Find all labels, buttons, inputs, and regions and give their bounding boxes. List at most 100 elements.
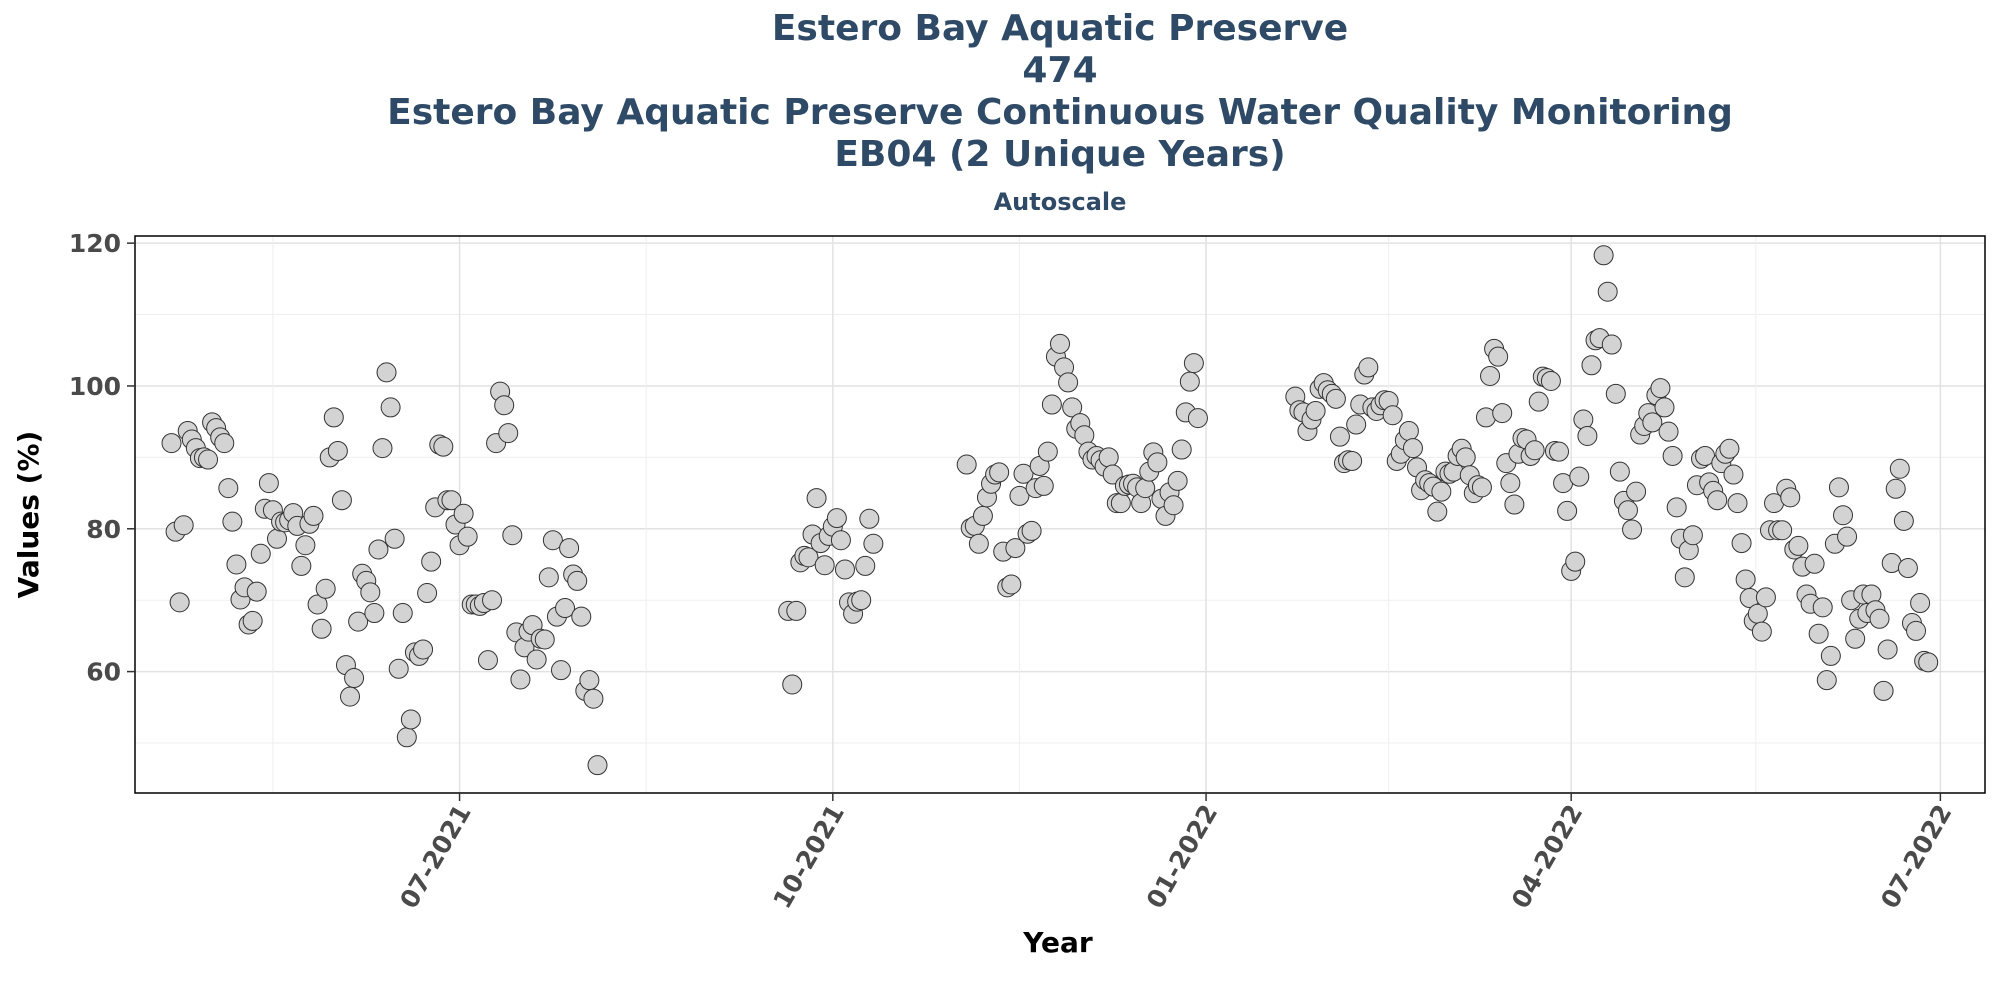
data-point [348, 611, 369, 632]
data-point [1565, 551, 1586, 572]
data-point [291, 555, 312, 576]
data-point [1163, 495, 1184, 516]
data-point [344, 668, 365, 689]
data-point [1183, 353, 1204, 374]
data-point [502, 525, 523, 546]
data-point [526, 649, 547, 670]
data-point [786, 600, 807, 621]
data-point [1110, 493, 1131, 514]
data-point [250, 543, 271, 564]
data-point [567, 570, 588, 591]
y-tick-label: 100 [69, 372, 121, 401]
data-point [579, 670, 600, 691]
data-point [1723, 464, 1744, 485]
data-point [1021, 520, 1042, 541]
data-point [571, 606, 592, 627]
x-tick-label: 10-2021 [768, 800, 850, 914]
data-point [1147, 452, 1168, 473]
data-point [1816, 670, 1837, 691]
data-point [494, 395, 515, 416]
data-point [1719, 438, 1740, 459]
data-point [1427, 501, 1448, 522]
data-point [782, 674, 803, 695]
data-point [1402, 438, 1423, 459]
x-tick-label: 07-2022 [1875, 800, 1957, 914]
data-point [1488, 346, 1509, 367]
data-point [1605, 383, 1626, 404]
data-point [1329, 426, 1350, 447]
y-axis-label: Values (%) [12, 431, 45, 599]
data-point [1674, 567, 1695, 588]
data-point [1812, 597, 1833, 618]
data-points [161, 245, 1939, 776]
data-point [1837, 526, 1858, 547]
data-point [1593, 245, 1614, 266]
data-point [559, 538, 580, 559]
data-point [1833, 505, 1854, 526]
data-point [360, 582, 381, 603]
data-point [1058, 372, 1079, 393]
data-point [1581, 355, 1602, 376]
data-point [1658, 421, 1679, 442]
data-point [972, 505, 993, 526]
data-point [1666, 497, 1687, 518]
data-point [956, 454, 977, 475]
data-point [534, 629, 555, 650]
data-point [315, 578, 336, 599]
data-point [1804, 553, 1825, 574]
data-point [1707, 490, 1728, 511]
data-point [421, 551, 442, 572]
data-point [587, 755, 608, 776]
data-point [863, 533, 884, 554]
data-point [542, 530, 563, 551]
data-point [1382, 405, 1403, 426]
data-point [1910, 593, 1931, 614]
data-point [1098, 447, 1119, 468]
data-point [1431, 481, 1452, 502]
data-point [826, 508, 847, 529]
data-point [1549, 441, 1570, 462]
chart-title-line-2: 474 [1022, 50, 1098, 91]
y-tick-label: 80 [86, 515, 121, 544]
data-point [417, 583, 438, 604]
data-point [855, 555, 876, 576]
data-point [814, 555, 835, 576]
data-point [1808, 623, 1829, 644]
data-point [482, 590, 503, 611]
data-point [1873, 680, 1894, 701]
data-point [380, 397, 401, 418]
data-point [226, 554, 247, 575]
data-point [1877, 639, 1898, 660]
data-point [400, 709, 421, 730]
data-point [327, 440, 348, 461]
data-point [830, 530, 851, 551]
data-point [1033, 475, 1054, 496]
data-point [173, 515, 194, 536]
data-point [1735, 569, 1756, 590]
data-point [311, 618, 332, 639]
data-point [376, 362, 397, 383]
data-point [242, 610, 263, 631]
data-point [1171, 439, 1192, 460]
plot-border [134, 235, 1986, 794]
data-point [1528, 391, 1549, 412]
data-point [372, 438, 393, 459]
data-point [1889, 458, 1910, 479]
data-point [498, 423, 519, 444]
data-point [453, 503, 474, 524]
data-point [510, 669, 531, 690]
data-point [1009, 485, 1030, 506]
data-point [1557, 500, 1578, 521]
data-point [1037, 441, 1058, 462]
data-point [1540, 370, 1561, 391]
data-point [1601, 334, 1622, 355]
data-point [1650, 378, 1671, 399]
data-point [433, 436, 454, 457]
data-point [1845, 628, 1866, 649]
data-point [323, 407, 344, 428]
data-point [1062, 397, 1083, 418]
data-point [1731, 533, 1752, 554]
data-point [169, 592, 190, 613]
data-point [222, 511, 243, 532]
chart-title-line-4: EB04 (2 Unique Years) [834, 134, 1286, 175]
